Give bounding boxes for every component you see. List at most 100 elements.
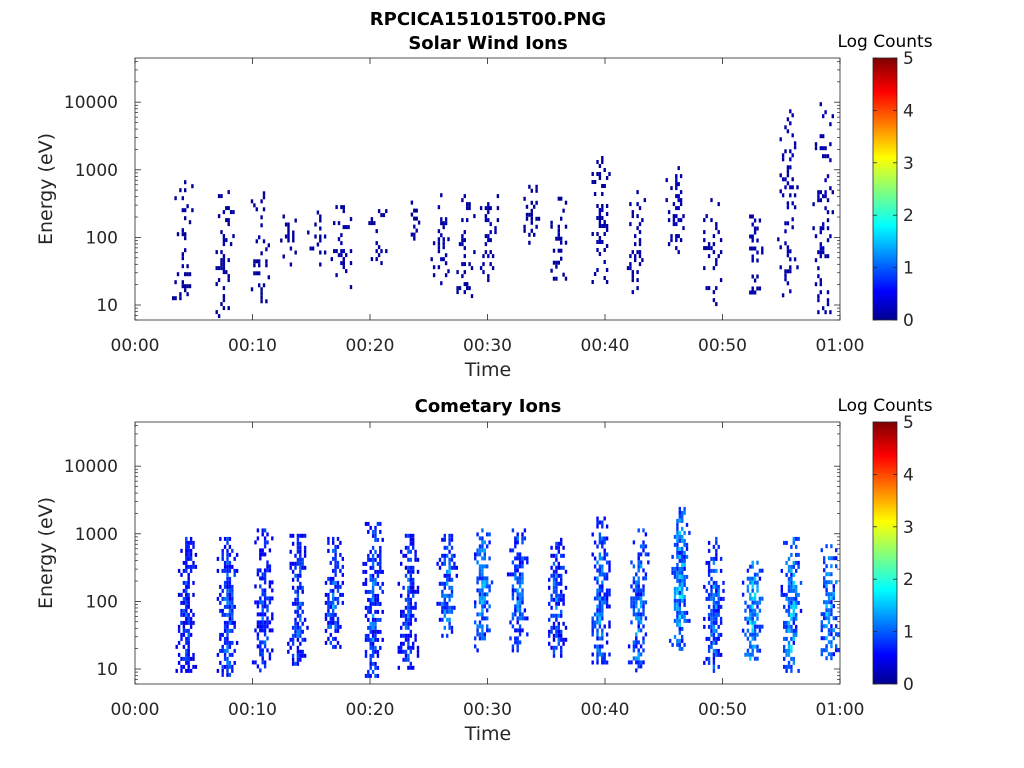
spectrogram-bin [825,616,828,621]
spectrogram-bin [483,580,486,585]
spectrogram-bin [483,592,486,597]
spectrogram-bin [560,597,563,602]
spectrogram-bin [259,628,262,633]
spectrogram-bin [482,254,485,259]
spectrogram-bin [707,286,711,291]
spectrogram-bin [564,224,568,229]
spectrogram-bin [228,552,232,557]
spectrogram-bin [819,102,822,107]
spectrogram-bin [410,212,414,217]
spectrogram-bin [753,644,757,649]
spectrogram-bin [712,624,716,629]
spectrogram-bin [631,278,634,283]
spectrogram-bin [715,620,718,625]
spectrogram-bin [371,573,375,578]
spectrogram-bin [831,114,834,119]
spectrogram-bin [397,665,400,670]
spectrogram-bin [681,598,684,603]
spectrogram-bin [296,621,300,626]
spectrogram-bin [560,649,563,654]
spectrogram-bin [637,616,640,621]
spectrogram-bin [339,552,342,557]
spectrogram-bin [414,617,417,622]
spectrogram-bin [830,644,833,649]
spectrogram-bin [332,604,335,609]
spectrogram-bin [826,226,830,231]
spectrogram-bin [670,186,673,191]
spectrogram-bin [555,276,558,281]
spectrogram-bin [789,165,792,170]
spectrogram-bin [332,636,335,641]
spectrogram-bin [404,545,408,550]
spectrogram-bin [473,214,476,219]
spectrogram-bin [468,202,471,207]
spectrogram-bin [642,584,645,589]
spectrogram-bin [785,592,788,597]
spectrogram-bin [182,588,186,593]
spectrogram-bin [605,212,609,216]
spectrogram-bin [186,284,189,289]
spectrogram-bin [299,553,302,558]
spectrogram-bin [463,238,466,243]
spectrogram-bin [374,529,377,534]
spectrogram-bin [189,556,193,561]
spectrogram-bin [683,550,686,555]
spectrogram-bin [409,589,412,594]
spectrogram-bin [719,596,723,601]
spectrogram-bin [227,206,230,211]
spectrogram-bin [644,616,648,621]
spectrogram-bin [632,608,636,613]
spectrogram-bin [259,620,262,625]
spectrogram-bin [483,552,486,557]
spectrogram-bin [296,625,300,630]
spectrogram-bin [437,237,441,242]
spectrogram-bin [712,298,716,303]
spectrogram-bin [719,556,723,561]
spectrogram-bin [822,246,825,251]
spectrogram-bin [481,588,484,593]
spectrogram-bin [228,620,232,625]
spectrogram-bin [225,270,228,275]
spectrogram-bin [481,548,484,553]
spectrogram-bin [301,557,304,562]
spectrogram-bin [483,604,486,609]
colorbar-tick-label: 1 [903,259,914,279]
spectrogram-bin [751,580,754,585]
spectrogram-bin [374,533,377,538]
spectrogram-bin [722,596,725,601]
spectrogram-bin [185,612,188,617]
spectrogram-bin [345,269,348,274]
spectrogram-bin [786,117,790,122]
spectrogram-bin [175,668,178,673]
spectrogram-bin [301,565,304,570]
spectrogram-bin [177,660,181,665]
spectrogram-bin [440,281,443,286]
spectrogram-bin [397,645,400,650]
spectrogram-bin [369,597,372,602]
spectrogram-bin [299,569,302,574]
spectrogram-bin [829,158,832,163]
spectrogram-bin [787,580,791,585]
spectrogram-bin [514,576,517,581]
spectrogram-bin [413,232,416,237]
spectrogram-bin [792,660,795,665]
spectrogram-bin [336,584,340,589]
spectrogram-bin [783,648,786,653]
spectrogram-bin [228,536,232,541]
spectrogram-bin [787,612,791,617]
spectrogram-bin [266,620,269,625]
spectrogram-bin [630,660,633,665]
spectrogram-bin [185,656,188,661]
spectrogram-bin [478,592,482,597]
spectrogram-bin [555,629,558,634]
colorbar-tick-label: 3 [903,518,914,538]
spectrogram-bin [787,664,791,669]
spectrogram-bin [414,553,417,558]
spectrogram-bin [601,580,604,585]
spectrogram-bin [174,296,177,301]
spectrogram-bin [784,177,787,182]
spectrogram-bin [268,656,272,661]
spectrogram-bin [637,612,640,617]
spectrogram-bin [780,592,783,597]
spectrogram-bin [746,652,750,657]
